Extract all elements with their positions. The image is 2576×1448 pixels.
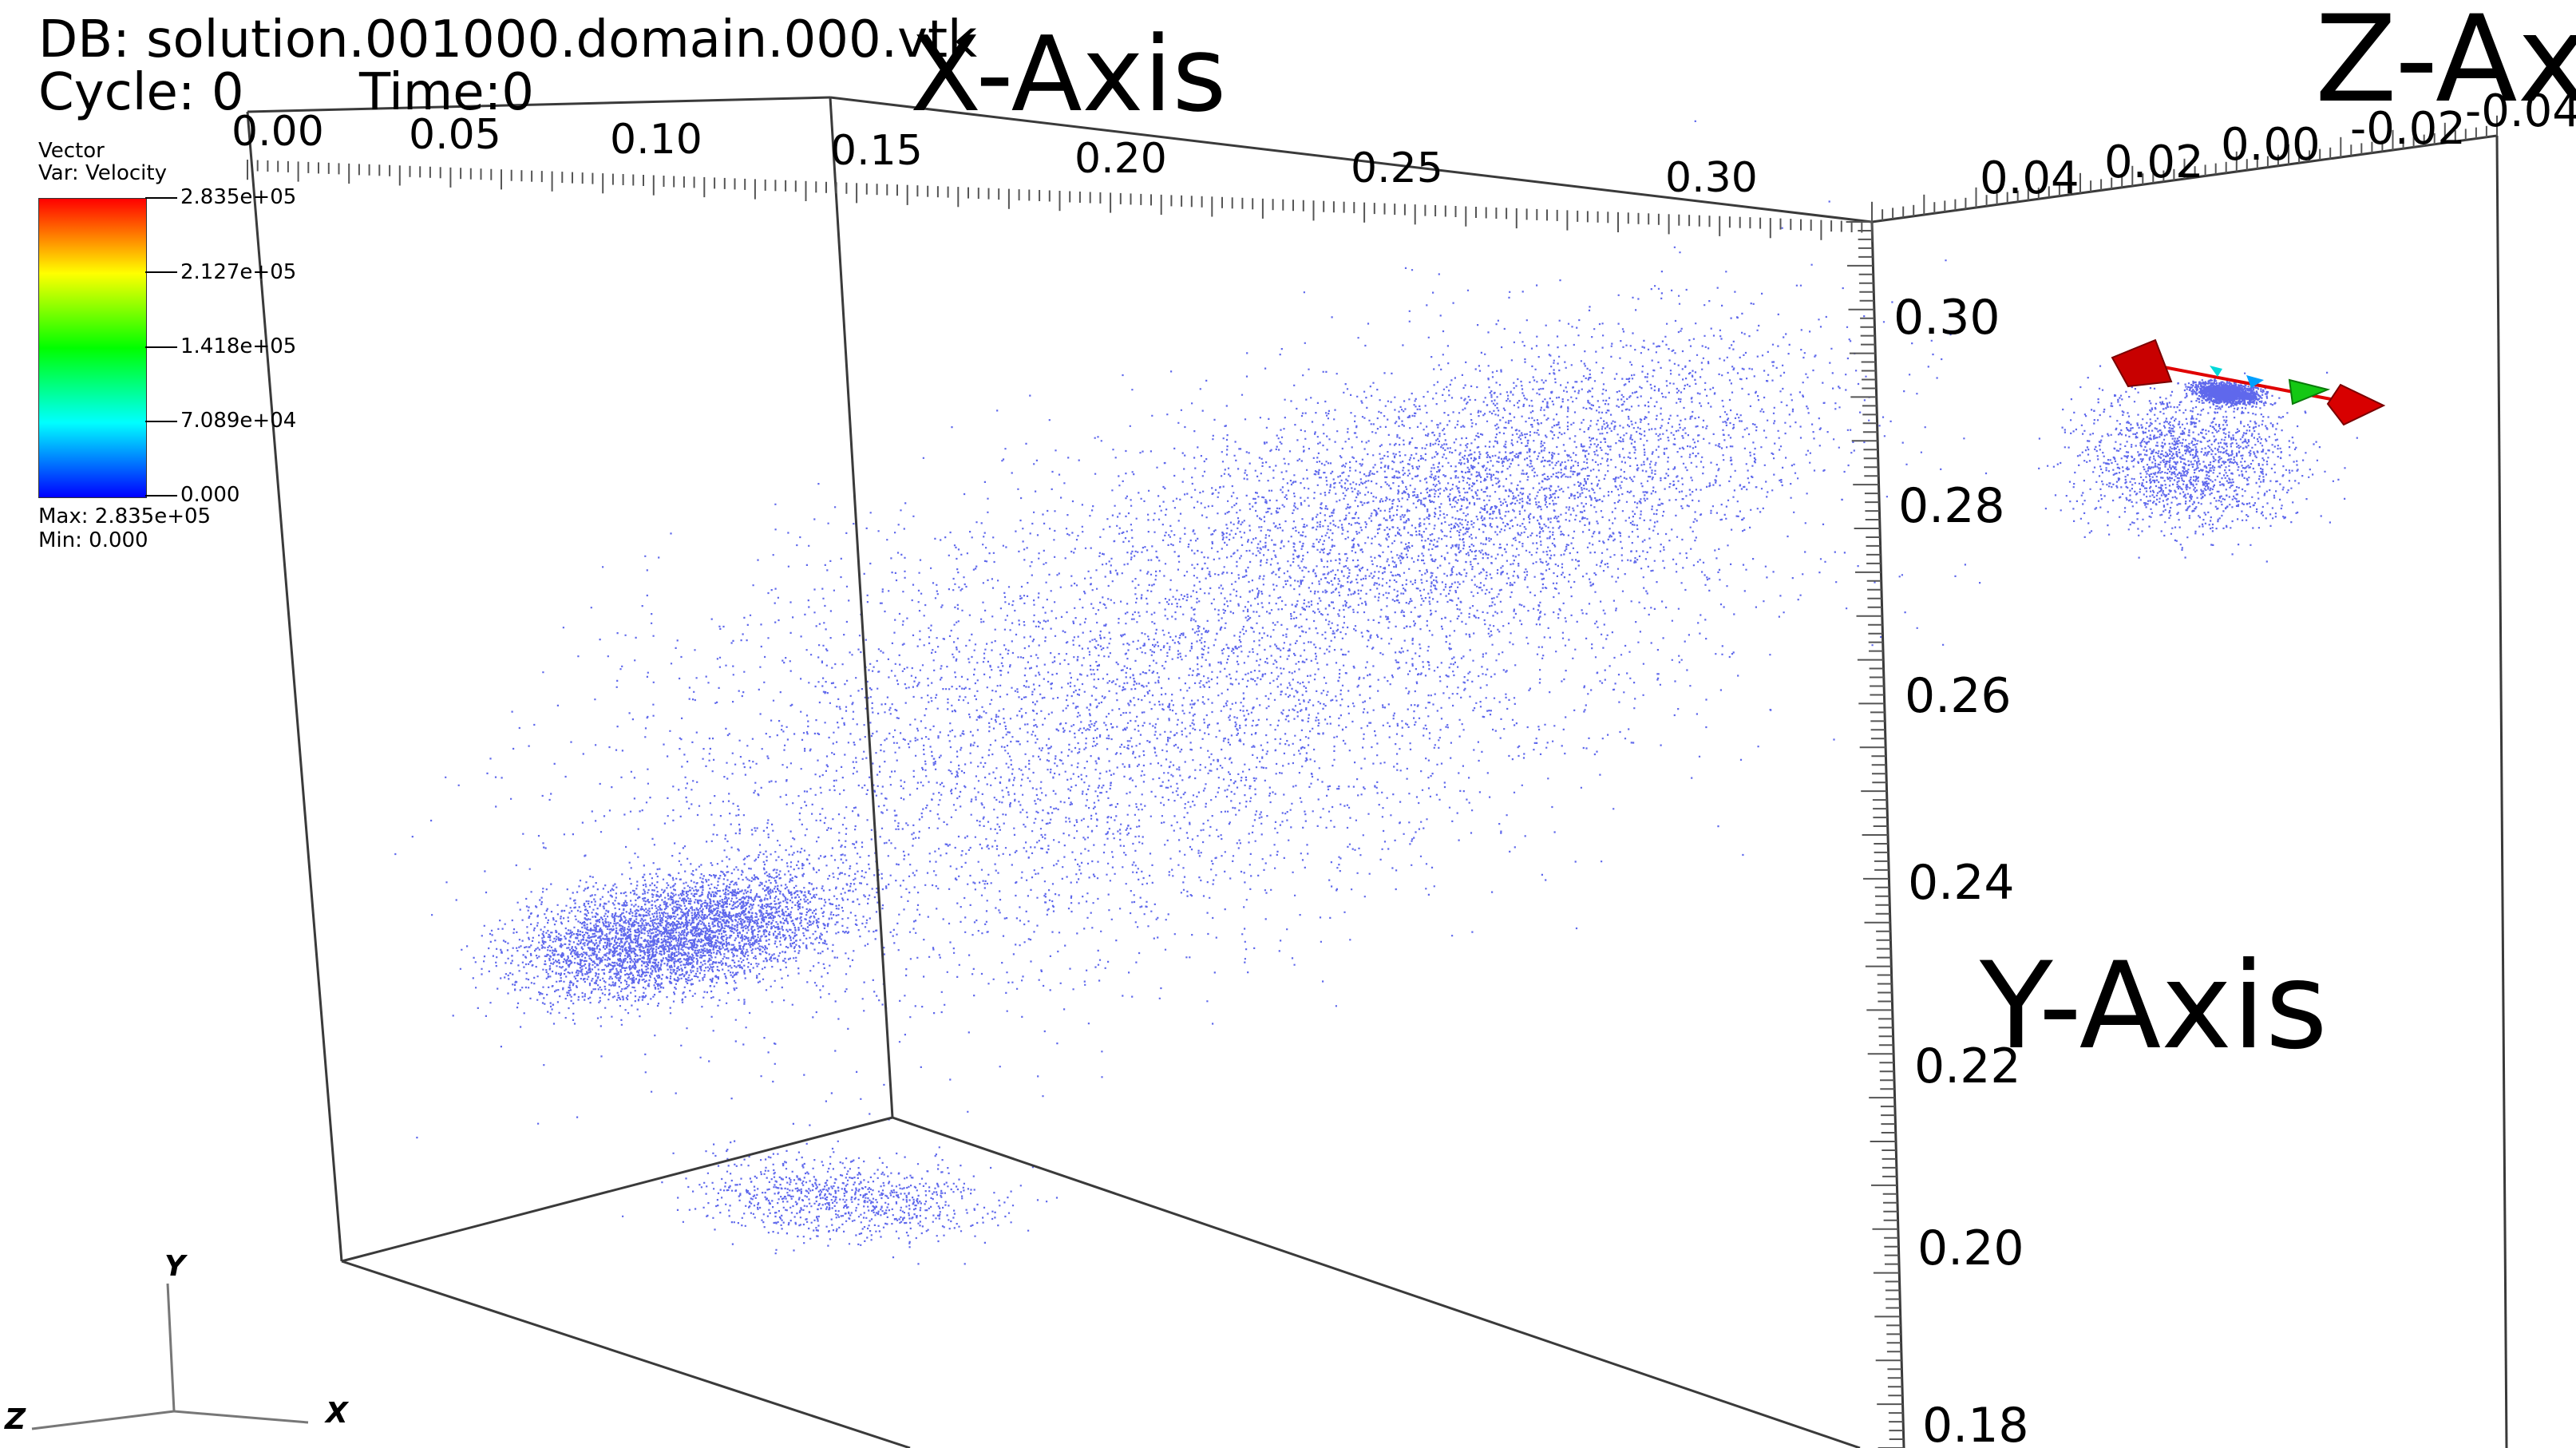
bounding-box: [246, 96, 2508, 1448]
z-tick-label: -0.04: [2465, 85, 2576, 137]
box-edge: [246, 111, 343, 1262]
box-edge: [829, 96, 1873, 224]
x-axis-tick-labels: 0.00 0.05 0.10 0.15 0.20 0.25 0.30: [231, 108, 1758, 202]
box-edge: [341, 1260, 911, 1448]
legend-value-label: 1.418e+05: [180, 334, 297, 358]
legend-plot-type: Vector: [38, 139, 105, 163]
y-tick-label: 0.26: [1905, 668, 2012, 724]
triad-z-line: [31, 1410, 175, 1430]
x-tick-label: 0.05: [409, 111, 501, 159]
vector-arrowhead: [2210, 366, 2222, 377]
x-axis-ticks: [247, 160, 1873, 243]
triad-z-label: Z: [4, 1403, 26, 1436]
legend-tick: [145, 271, 177, 273]
vector-arrowhead: [2288, 378, 2331, 406]
legend-tick: [145, 197, 177, 199]
y-axis-tick-labels: 0.30 0.28 0.26 0.24 0.22 0.20 0.18: [1893, 290, 2029, 1448]
legend-value-label: 7.089e+04: [180, 409, 297, 433]
y-tick-label: 0.28: [1898, 478, 2005, 534]
z-tick-label: 0.00: [2221, 119, 2321, 171]
cycle-label: Cycle: 0: [38, 63, 244, 122]
y-tick-label: 0.18: [1922, 1398, 2029, 1448]
orientation-triad: [31, 1283, 309, 1430]
vector-arrowhead: [2111, 338, 2173, 388]
y-tick-label: 0.30: [1893, 290, 2000, 346]
legend-tick: [145, 495, 177, 497]
particle-points: [394, 120, 2358, 1265]
y-axis-title: Y-Axis: [1979, 937, 2328, 1076]
vector-arrowhead: [2246, 375, 2264, 388]
box-edge: [247, 96, 831, 113]
triad-x-label: X: [324, 1397, 350, 1430]
legend-tick: [145, 346, 177, 348]
box-edge: [892, 1116, 1861, 1448]
triad-x-line: [173, 1410, 309, 1424]
z-axis-title: Z-Ax: [2315, 0, 2576, 129]
box-edge: [829, 97, 894, 1118]
z-tick-label: -0.02: [2350, 103, 2466, 155]
velocity-vector-glyphs: [2111, 338, 2386, 426]
x-tick-label: 0.10: [610, 116, 702, 164]
y-tick-label: 0.22: [1914, 1039, 2021, 1094]
legend-tick: [145, 421, 177, 422]
time-label: Time:0: [359, 63, 534, 122]
legend-value-label: 2.127e+05: [180, 260, 297, 284]
database-label: DB: solution.001000.domain.000.vtk: [38, 10, 978, 69]
z-tick-label: 0.02: [2104, 136, 2204, 188]
vector-arrowhead: [2326, 383, 2386, 426]
x-tick-label: 0.30: [1665, 154, 1758, 202]
triad-y-line: [166, 1283, 176, 1412]
z-axis-ticks: [1871, 115, 2498, 222]
legend-value-label: 0.000: [180, 483, 240, 507]
legend-min: Min: 0.000: [38, 528, 148, 552]
box-edge: [341, 1116, 893, 1263]
legend-value-label: 2.835e+05: [180, 185, 297, 209]
z-tick-label: 0.04: [1980, 152, 2079, 204]
y-tick-label: 0.24: [1908, 855, 2015, 911]
x-tick-label: 0.00: [231, 108, 324, 156]
legend-colorbar: [38, 198, 147, 498]
triad-y-label: Y: [164, 1250, 188, 1283]
x-tick-label: 0.15: [830, 127, 923, 175]
legend-variable: Var: Velocity: [38, 161, 167, 185]
x-axis-title: X-Axis: [910, 14, 1226, 135]
particle-point-cloud: [394, 120, 2358, 1265]
x-tick-label: 0.20: [1074, 135, 1167, 183]
y-tick-label: 0.20: [1917, 1221, 2024, 1276]
x-tick-label: 0.25: [1351, 144, 1443, 192]
y-axis-ticks: [1846, 221, 1904, 1448]
legend-max: Max: 2.835e+05: [38, 504, 212, 528]
box-edge: [2495, 135, 2508, 1448]
z-axis-tick-labels: 0.04 0.02 0.00 -0.02 -0.04: [1980, 85, 2576, 204]
